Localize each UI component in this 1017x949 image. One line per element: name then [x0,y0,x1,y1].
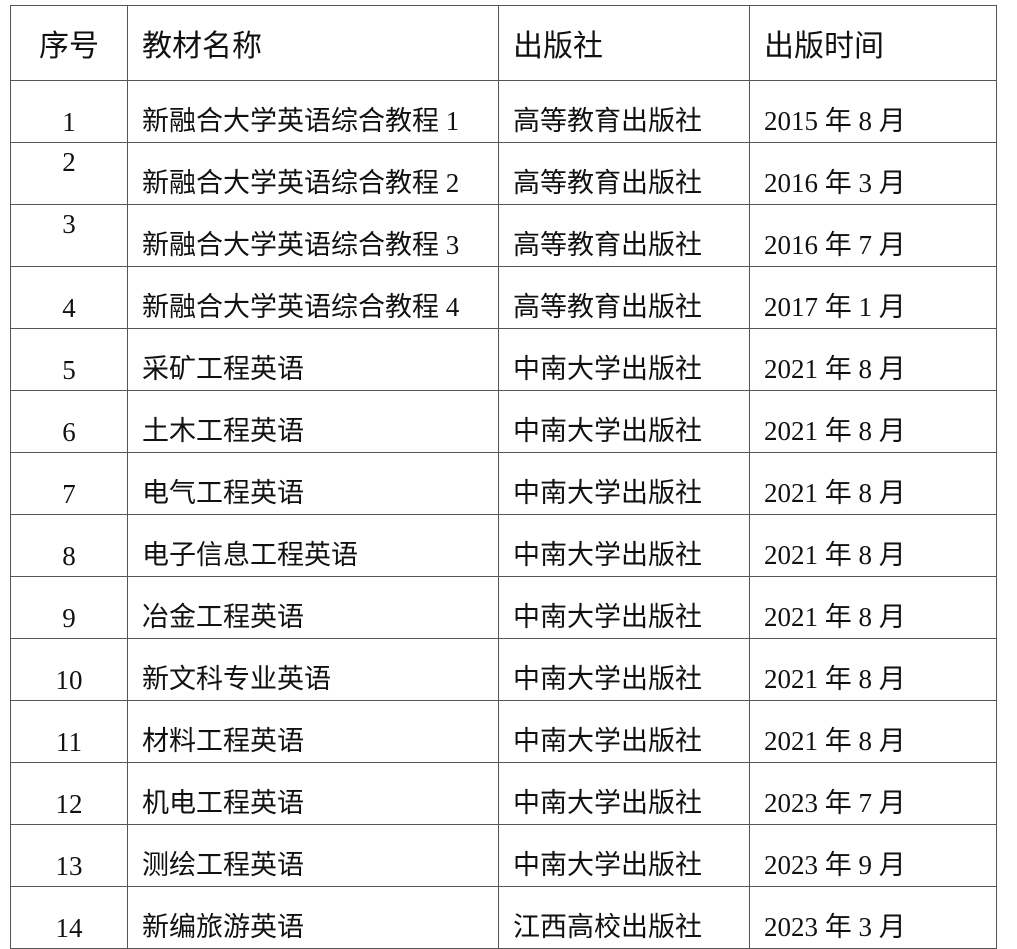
serial-cell: 9 [10,576,128,639]
table-row: 5 采矿工程英语 中南大学出版社 2021 年 8 月 [10,328,997,391]
publisher-cell: 中南大学出版社 [498,638,750,701]
table-row: 12 机电工程英语 中南大学出版社 2023 年 7 月 [10,762,997,825]
name-cell: 新融合大学英语综合教程 3 [127,204,499,267]
header-publisher: 出版社 [498,5,750,81]
table-row: 8 电子信息工程英语 中南大学出版社 2021 年 8 月 [10,514,997,577]
date-cell: 2016 年 7 月 [749,204,997,267]
publisher-cell: 中南大学出版社 [498,762,750,825]
serial-cell: 8 [10,514,128,577]
name-cell: 采矿工程英语 [127,328,499,391]
publisher-cell: 中南大学出版社 [498,514,750,577]
name-cell: 土木工程英语 [127,390,499,453]
publisher-cell: 中南大学出版社 [498,576,750,639]
name-cell: 材料工程英语 [127,700,499,763]
table-row: 11 材料工程英语 中南大学出版社 2021 年 8 月 [10,700,997,763]
serial-cell: 11 [10,700,128,763]
serial-cell: 13 [10,824,128,887]
table-row: 1 新融合大学英语综合教程 1 高等教育出版社 2015 年 8 月 [10,80,997,143]
publisher-cell: 中南大学出版社 [498,700,750,763]
date-cell: 2021 年 8 月 [749,638,997,701]
date-cell: 2021 年 8 月 [749,328,997,391]
date-cell: 2023 年 3 月 [749,886,997,949]
date-cell: 2015 年 8 月 [749,80,997,143]
serial-cell: 7 [10,452,128,515]
name-cell: 测绘工程英语 [127,824,499,887]
publisher-cell: 高等教育出版社 [498,142,750,205]
table-row: 4 新融合大学英语综合教程 4 高等教育出版社 2017 年 1 月 [10,266,997,329]
name-cell: 冶金工程英语 [127,576,499,639]
table-body: 1 新融合大学英语综合教程 1 高等教育出版社 2015 年 8 月 2 新融合大学英语综… [10,80,997,949]
serial-cell: 1 [10,80,128,143]
date-cell: 2021 年 8 月 [749,514,997,577]
name-cell: 新融合大学英语综合教程 4 [127,266,499,329]
name-cell: 新文科专业英语 [127,638,499,701]
publisher-cell: 高等教育出版社 [498,204,750,267]
date-cell: 2023 年 9 月 [749,824,997,887]
date-cell: 2017 年 1 月 [749,266,997,329]
table-row: 14 新编旅游英语 江西高校出版社 2023 年 3 月 [10,886,997,949]
name-cell: 新融合大学英语综合教程 2 [127,142,499,205]
publisher-cell: 高等教育出版社 [498,80,750,143]
table-row: 13 测绘工程英语 中南大学出版社 2023 年 9 月 [10,824,997,887]
serial-cell: 12 [10,762,128,825]
serial-cell: 2 [10,142,128,205]
table-row: 7 电气工程英语 中南大学出版社 2021 年 8 月 [10,452,997,515]
table-row: 6 土木工程英语 中南大学出版社 2021 年 8 月 [10,390,997,453]
publisher-cell: 中南大学出版社 [498,328,750,391]
date-cell: 2023 年 7 月 [749,762,997,825]
serial-cell: 3 [10,204,128,267]
serial-cell: 5 [10,328,128,391]
serial-cell: 10 [10,638,128,701]
table-row: 3 新融合大学英语综合教程 3 高等教育出版社 2016 年 7 月 [10,204,997,267]
name-cell: 电气工程英语 [127,452,499,515]
date-cell: 2021 年 8 月 [749,390,997,453]
publisher-cell: 中南大学出版社 [498,390,750,453]
date-cell: 2016 年 3 月 [749,142,997,205]
name-cell: 电子信息工程英语 [127,514,499,577]
date-cell: 2021 年 8 月 [749,452,997,515]
publisher-cell: 中南大学出版社 [498,452,750,515]
table-row: 2 新融合大学英语综合教程 2 高等教育出版社 2016 年 3 月 [10,142,997,205]
publisher-cell: 江西高校出版社 [498,886,750,949]
header-row: 序号 教材名称 出版社 出版时间 [10,5,997,81]
publisher-cell: 高等教育出版社 [498,266,750,329]
date-cell: 2021 年 8 月 [749,576,997,639]
date-cell: 2021 年 8 月 [749,700,997,763]
header-date: 出版时间 [749,5,997,81]
header-serial: 序号 [10,5,128,81]
table-row: 10 新文科专业英语 中南大学出版社 2021 年 8 月 [10,638,997,701]
name-cell: 新融合大学英语综合教程 1 [127,80,499,143]
table-row: 9 冶金工程英语 中南大学出版社 2021 年 8 月 [10,576,997,639]
serial-cell: 14 [10,886,128,949]
serial-cell: 4 [10,266,128,329]
header-name: 教材名称 [127,5,499,81]
name-cell: 机电工程英语 [127,762,499,825]
name-cell: 新编旅游英语 [127,886,499,949]
textbook-table: 序号 教材名称 出版社 出版时间 1 新融合大学英语综合教程 1 高等教育出版社 20… [10,5,997,949]
serial-cell: 6 [10,390,128,453]
publisher-cell: 中南大学出版社 [498,824,750,887]
